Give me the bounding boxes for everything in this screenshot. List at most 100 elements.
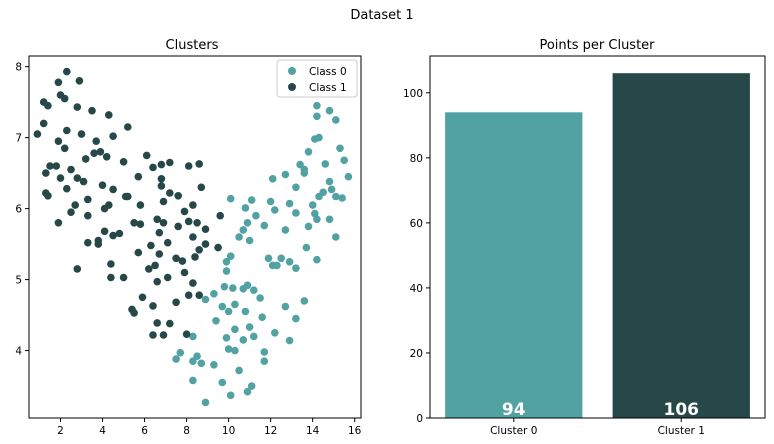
scatter-legend: Class 0 Class 1 [276,59,358,98]
scatter-point-class-1 [54,78,63,87]
scatter-y-tick-label: 5 [15,275,22,287]
scatter-point-class-1 [98,181,107,189]
scatter-point-class-0 [222,334,231,342]
scatter-point-class-0 [292,264,300,273]
scatter-point-class-1 [124,123,132,131]
scatter-point-class-0 [256,294,264,302]
scatter-point-class-0 [302,243,311,252]
scatter-point-class-1 [52,162,61,170]
scatter-point-class-1 [193,219,201,227]
scatter-point-class-0 [313,112,321,121]
scatter-point-class-1 [63,67,71,76]
scatter-point-class-1 [105,111,113,119]
scatter-point-class-1 [39,119,48,128]
scatter-point-class-0 [304,148,313,156]
scatter-point-class-0 [229,284,237,292]
scatter-point-class-1 [180,268,189,277]
scatter-point-class-0 [231,346,239,355]
scatter-point-class-0 [239,285,248,293]
scatter-point-class-1 [107,273,115,282]
scatter-y-tick-label: 8 [15,62,22,74]
scatter-point-class-0 [189,332,197,341]
scatter-point-class-1 [214,243,222,252]
legend-marker-class-0 [288,67,296,75]
scatter-x-tick-label: 2 [57,425,64,437]
scatter-point-class-0 [231,300,239,309]
scatter-point-class-0 [315,133,323,142]
scatter-point-class-1 [67,208,75,216]
scatter-point-class-0 [304,222,313,231]
scatter-point-class-1 [157,182,166,190]
scatter-point-class-0 [247,382,256,390]
scatter-point-class-1 [88,106,96,115]
scatter-point-class-1 [184,162,193,170]
scatter-point-class-0 [235,366,243,375]
scatter-point-class-1 [134,172,143,181]
scatter-point-class-0 [176,348,185,357]
bar-y-tick-label: 20 [410,348,423,360]
scatter-point-class-1 [100,204,109,213]
scatter-point-class-0 [212,317,220,325]
scatter-point-class-1 [94,240,103,248]
scatter-point-class-1 [130,219,138,227]
scatter-point-class-1 [197,183,206,192]
scatter-point-class-1 [92,137,100,145]
scatter-point-class-0 [189,376,197,385]
scatter-point-class-0 [285,336,294,345]
scatter-point-class-1 [201,240,210,248]
scatter-point-class-1 [153,215,161,224]
scatter-point-class-1 [174,192,182,200]
scatter-point-class-1 [166,189,174,197]
scatter-point-class-0 [268,175,277,183]
scatter-point-class-1 [42,169,50,177]
scatter-x-tick-label: 12 [264,425,277,437]
scatter-point-class-0 [210,361,218,369]
scatter-point-class-1 [84,238,92,247]
scatter-point-class-1 [71,201,79,209]
scatter-point-class-1 [33,130,42,138]
scatter-point-class-0 [222,258,231,266]
scatter-point-class-0 [300,169,309,177]
scatter-point-class-0 [277,254,286,263]
scatter-point-class-1 [159,331,168,339]
scatter-point-class-1 [109,185,117,194]
legend-marker-class-1 [288,83,296,91]
scatter-point-class-0 [245,236,254,245]
scatter-point-class-0 [197,359,206,368]
legend-label-class-0: Class 0 [309,66,347,78]
scatter-point-class-0 [281,170,290,179]
scatter-point-class-0 [271,329,279,337]
bar-y-tick-label: 100 [403,88,423,100]
scatter-point-class-1 [136,201,145,209]
scatter-point-class-1 [60,144,69,153]
scatter-point-class-0 [327,185,336,194]
scatter-x-tick-label: 14 [306,425,320,437]
scatter-point-class-0 [224,307,233,316]
scatter-point-class-0 [332,116,340,124]
scatter-point-class-1 [60,94,69,103]
scatter-point-class-1 [153,277,161,286]
bar-value-label: 106 [664,400,700,420]
scatter-point-class-1 [174,222,182,231]
scatter-x-tick-label: 6 [141,425,148,437]
scatter-point-class-0 [245,323,254,331]
scatter-x-tick-label: 10 [222,425,235,437]
scatter-point-class-0 [260,221,269,230]
bar-x-tick-label: Cluster 0 [490,425,537,437]
scatter-point-class-1 [189,201,197,209]
scatter-x-tick-label: 8 [183,425,190,437]
scatter-point-class-1 [119,158,128,166]
scatter-point-class-1 [147,241,155,250]
scatter-point-class-1 [155,228,164,237]
scatter-point-class-0 [344,172,353,181]
scatter-point-class-0 [296,160,304,169]
scatter-point-class-1 [54,219,63,227]
scatter-point-class-0 [264,254,273,263]
scatter-point-class-0 [252,211,260,220]
scatter-point-class-1 [157,160,166,169]
scatter-chart: Clusters 2 4 6 8 10 12 14 16 4 5 6 7 8 Class 0 Clas… [15,38,361,437]
scatter-point-class-0 [243,387,252,396]
scatter-point-class-1 [163,238,172,247]
scatter-frame [28,55,362,419]
scatter-point-class-0 [321,160,330,168]
